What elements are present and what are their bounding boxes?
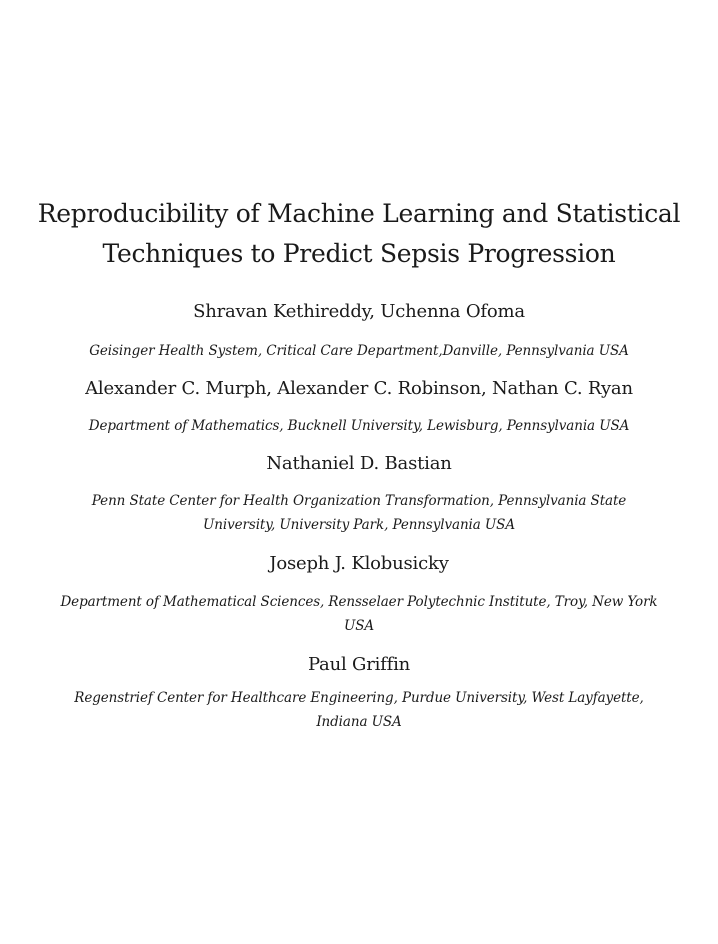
title-line: Techniques to Predict Sepsis Progression: [102, 239, 616, 268]
author-names: Shravan Kethireddy, Uchenna Ofoma: [193, 301, 525, 322]
affiliation-line: Indiana USA: [316, 714, 402, 730]
affiliation-line: Regenstrief Center for Healthcare Engine…: [74, 690, 644, 706]
author-names: Joseph J. Klobusicky: [269, 553, 449, 574]
affiliation-line: Department of Mathematical Sciences, Ren…: [60, 594, 658, 610]
author-affiliation: Regenstrief Center for Healthcare Engine…: [8, 686, 710, 734]
author-names: Nathaniel D. Bastian: [266, 453, 452, 474]
author-affiliation: Department of Mathematical Sciences, Ren…: [8, 590, 710, 638]
affiliation-line: Department of Mathematics, Bucknell Univ…: [88, 418, 630, 434]
affiliation-line: Geisinger Health System, Critical Care D…: [89, 343, 629, 359]
author-affiliation: Penn State Center for Health Organizatio…: [8, 489, 710, 537]
author-affiliation: Geisinger Health System, Critical Care D…: [8, 339, 710, 363]
title-line: Reproducibility of Machine Learning and …: [37, 199, 681, 228]
affiliation-line: Penn State Center for Health Organizatio…: [91, 493, 627, 509]
author-names: Paul Griffin: [307, 654, 411, 675]
paper-title: Reproducibility of Machine Learning and …: [20, 194, 698, 274]
author-names: Alexander C. Murph, Alexander C. Robinso…: [85, 378, 633, 399]
author-affiliation: Department of Mathematics, Bucknell Univ…: [8, 414, 710, 438]
affiliation-line: USA: [343, 618, 375, 634]
affiliation-line: University, University Park, Pennsylvani…: [203, 517, 515, 533]
